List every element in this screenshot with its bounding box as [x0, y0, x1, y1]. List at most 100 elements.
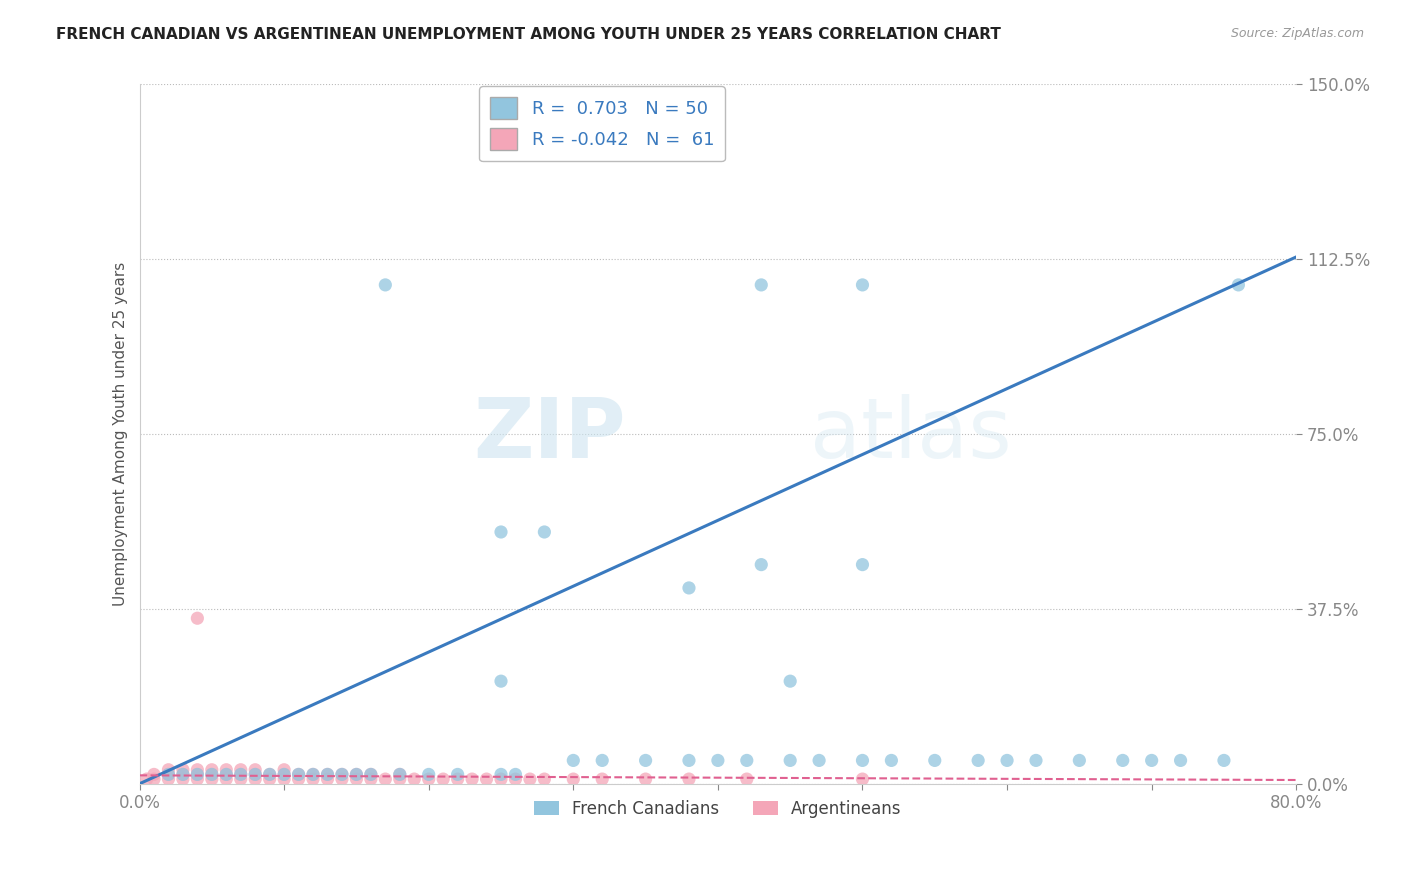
Point: [172, 767, 194, 781]
Point: [344, 767, 367, 781]
Point: [533, 772, 555, 786]
Point: [201, 772, 224, 786]
Point: [287, 767, 309, 781]
Point: [172, 772, 194, 786]
Point: [186, 763, 208, 777]
Point: [374, 277, 396, 292]
Text: ZIP: ZIP: [472, 393, 626, 475]
Point: [273, 772, 295, 786]
Point: [273, 767, 295, 781]
Point: [461, 772, 484, 786]
Point: [201, 763, 224, 777]
Point: [215, 767, 238, 781]
Point: [475, 772, 498, 786]
Point: [330, 767, 353, 781]
Point: [967, 753, 990, 767]
Point: [273, 767, 295, 781]
Point: [186, 767, 208, 781]
Point: [779, 753, 801, 767]
Point: [157, 767, 180, 781]
Point: [735, 772, 758, 786]
Point: [388, 772, 411, 786]
Point: [707, 753, 730, 767]
Point: [1170, 753, 1192, 767]
Point: [1227, 277, 1250, 292]
Point: [330, 767, 353, 781]
Point: [302, 767, 325, 781]
Point: [316, 767, 339, 781]
Point: [489, 767, 512, 781]
Point: [229, 767, 252, 781]
Point: [1069, 753, 1091, 767]
Text: Source: ZipAtlas.com: Source: ZipAtlas.com: [1230, 27, 1364, 40]
Point: [186, 772, 208, 786]
Point: [287, 772, 309, 786]
Point: [418, 767, 440, 781]
Point: [505, 772, 527, 786]
Point: [316, 767, 339, 781]
Point: [634, 753, 657, 767]
Point: [172, 763, 194, 777]
Point: [245, 772, 267, 786]
Point: [215, 767, 238, 781]
Point: [360, 767, 382, 781]
Text: FRENCH CANADIAN VS ARGENTINEAN UNEMPLOYMENT AMONG YOUTH UNDER 25 YEARS CORRELATI: FRENCH CANADIAN VS ARGENTINEAN UNEMPLOYM…: [56, 27, 1001, 42]
Point: [489, 674, 512, 689]
Point: [157, 767, 180, 781]
Point: [388, 767, 411, 781]
Point: [1140, 753, 1163, 767]
Point: [432, 772, 454, 786]
Point: [678, 772, 700, 786]
Point: [749, 277, 772, 292]
Point: [229, 763, 252, 777]
Point: [735, 753, 758, 767]
Point: [533, 524, 555, 539]
Point: [634, 772, 657, 786]
Point: [591, 772, 613, 786]
Point: [404, 772, 426, 786]
Point: [1112, 753, 1135, 767]
Point: [562, 772, 585, 786]
Point: [259, 767, 281, 781]
Point: [201, 767, 224, 781]
Point: [344, 767, 367, 781]
Point: [259, 767, 281, 781]
Point: [505, 767, 527, 781]
Point: [1025, 753, 1047, 767]
Point: [995, 753, 1018, 767]
Point: [245, 767, 267, 781]
Y-axis label: Unemployment Among Youth under 25 years: Unemployment Among Youth under 25 years: [114, 262, 128, 607]
Point: [157, 772, 180, 786]
Point: [316, 772, 339, 786]
Point: [808, 753, 831, 767]
Point: [851, 558, 873, 572]
Text: atlas: atlas: [810, 393, 1012, 475]
Point: [851, 772, 873, 786]
Point: [880, 753, 903, 767]
Point: [330, 772, 353, 786]
Point: [143, 767, 166, 781]
Legend: French Canadians, Argentineans: French Canadians, Argentineans: [527, 793, 908, 824]
Point: [287, 767, 309, 781]
Point: [201, 767, 224, 781]
Point: [1213, 753, 1236, 767]
Point: [302, 772, 325, 786]
Point: [489, 524, 512, 539]
Point: [374, 772, 396, 786]
Point: [215, 772, 238, 786]
Point: [229, 767, 252, 781]
Point: [157, 763, 180, 777]
Point: [418, 772, 440, 786]
Point: [779, 674, 801, 689]
Point: [273, 763, 295, 777]
Point: [678, 581, 700, 595]
Point: [259, 772, 281, 786]
Point: [519, 772, 541, 786]
Point: [360, 772, 382, 786]
Point: [229, 772, 252, 786]
Point: [489, 772, 512, 786]
Point: [186, 767, 208, 781]
Point: [302, 767, 325, 781]
Point: [924, 753, 946, 767]
Point: [446, 772, 468, 786]
